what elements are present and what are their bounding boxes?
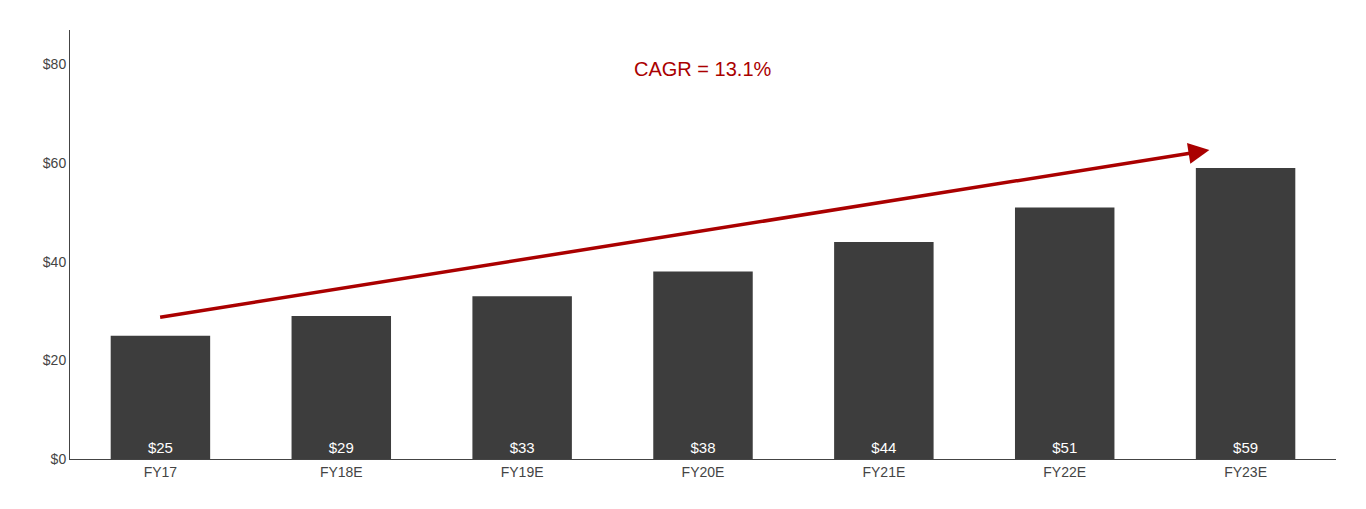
svg-text:FY17: FY17 [144, 464, 178, 480]
svg-text:$40: $40 [43, 254, 67, 270]
svg-text:$44: $44 [871, 439, 896, 456]
svg-text:$51: $51 [1052, 439, 1077, 456]
svg-text:FY18E: FY18E [320, 464, 363, 480]
svg-text:$0: $0 [51, 451, 67, 467]
svg-text:$25: $25 [148, 439, 173, 456]
svg-text:$38: $38 [690, 439, 715, 456]
svg-text:FY22E: FY22E [1043, 464, 1086, 480]
svg-text:FY23E: FY23E [1224, 464, 1267, 480]
svg-text:FY21E: FY21E [862, 464, 905, 480]
svg-text:$80: $80 [43, 56, 67, 72]
svg-text:$29: $29 [329, 439, 354, 456]
svg-text:FY19E: FY19E [501, 464, 544, 480]
svg-text:$60: $60 [43, 155, 67, 171]
svg-text:FY20E: FY20E [682, 464, 725, 480]
svg-text:$33: $33 [510, 439, 535, 456]
svg-text:$20: $20 [43, 352, 67, 368]
svg-text:$59: $59 [1233, 439, 1258, 456]
svg-text:CAGR = 13.1%: CAGR = 13.1% [634, 58, 772, 80]
